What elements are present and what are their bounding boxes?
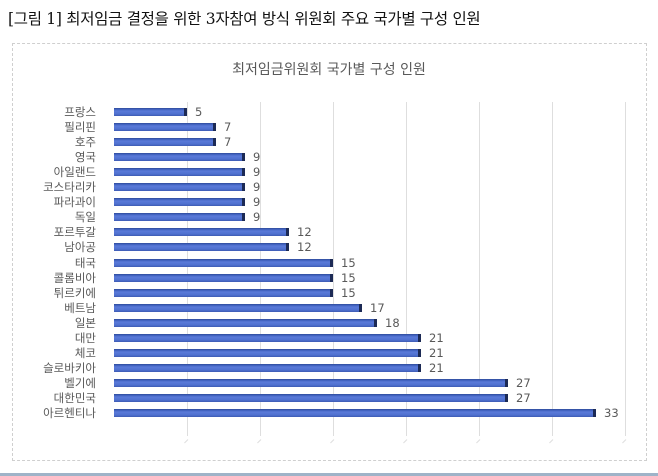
chart-title: 최저임금위원회 국가별 구성 인원	[232, 62, 426, 78]
data-label: 9	[253, 180, 261, 194]
bar	[114, 243, 289, 251]
data-label: 5	[195, 105, 203, 119]
data-label: 21	[429, 331, 444, 345]
category-label: 체코	[74, 346, 96, 360]
bar	[114, 319, 377, 327]
category-label: 슬로바키아	[43, 361, 96, 375]
bar	[114, 123, 216, 131]
data-label: 7	[224, 120, 232, 134]
gridline	[333, 102, 334, 436]
data-label: 9	[253, 165, 261, 179]
data-label: 21	[429, 361, 444, 375]
chart-frame	[12, 43, 647, 461]
data-label: 21	[429, 346, 444, 360]
data-label: 7	[224, 135, 232, 149]
bar	[114, 213, 245, 221]
category-label: 튀르키에	[53, 286, 96, 300]
data-label: 33	[604, 406, 619, 420]
bar	[114, 349, 421, 357]
bar	[114, 304, 362, 312]
bar	[114, 153, 245, 161]
data-label: 17	[370, 301, 385, 315]
category-label: 호주	[74, 135, 96, 149]
category-label: 대만	[74, 331, 96, 345]
data-label: 15	[341, 256, 356, 270]
bar	[114, 108, 187, 116]
bar	[114, 183, 245, 191]
data-label: 9	[253, 195, 261, 209]
bar	[114, 334, 421, 342]
bottom-divider	[0, 473, 658, 476]
gridline	[187, 102, 188, 436]
data-label: 27	[516, 391, 531, 405]
data-label: 15	[341, 286, 356, 300]
bar	[114, 228, 289, 236]
gridline	[260, 102, 261, 436]
category-label: 독일	[74, 210, 96, 224]
gridline	[625, 102, 626, 436]
data-label: 15	[341, 271, 356, 285]
category-label: 남아공	[64, 240, 96, 254]
data-label: 9	[253, 150, 261, 164]
gridline	[406, 102, 407, 436]
gridline	[479, 102, 480, 436]
category-label: 파라과이	[53, 195, 96, 209]
bar	[114, 138, 216, 146]
category-label: 영국	[74, 150, 96, 164]
data-label: 12	[297, 240, 312, 254]
category-label: 대한민국	[53, 391, 96, 405]
category-label: 콜롬비아	[53, 271, 96, 285]
bar	[114, 274, 333, 282]
bar	[114, 394, 508, 402]
bar	[114, 409, 596, 417]
category-label: 포르투갈	[53, 225, 96, 239]
bar	[114, 259, 333, 267]
category-label: 태국	[74, 256, 96, 270]
category-label: 프랑스	[64, 105, 96, 119]
category-label: 벨기에	[64, 376, 96, 390]
category-label: 필리핀	[64, 120, 96, 134]
data-label: 27	[516, 376, 531, 390]
bar	[114, 379, 508, 387]
figure-caption: [그림 1] 최저임금 결정을 위한 3자참여 방식 위원회 주요 국가별 구성…	[8, 10, 481, 28]
category-label: 코스타리카	[43, 180, 96, 194]
category-label: 베트남	[64, 301, 96, 315]
data-label: 12	[297, 225, 312, 239]
category-label: 아일랜드	[53, 165, 96, 179]
gridline	[552, 102, 553, 436]
bar	[114, 198, 245, 206]
bar	[114, 289, 333, 297]
category-label: 아르헨티나	[43, 406, 96, 420]
category-label: 일본	[74, 316, 96, 330]
bar	[114, 168, 245, 176]
data-label: 18	[385, 316, 400, 330]
bar	[114, 364, 421, 372]
data-label: 9	[253, 210, 261, 224]
